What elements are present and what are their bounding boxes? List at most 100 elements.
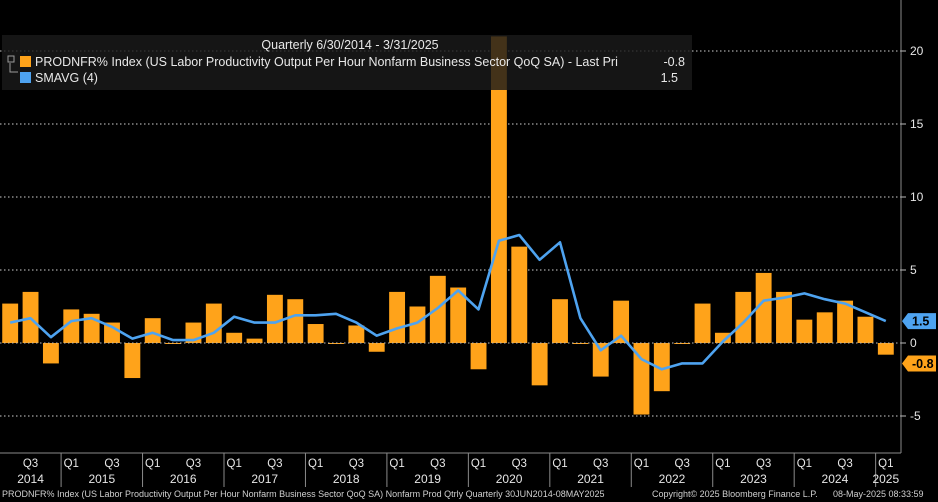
y-tick-label--5: -5 [910,409,921,423]
bar-2018Q1 [307,324,324,343]
tag-bars-shape [902,355,936,372]
bar-2023Q3 [755,272,772,343]
x-year-label-2015: 2015 [88,472,115,486]
x-quarter-label-2022Q1: Q1 [634,458,649,470]
x-quarter-label-2022Q3: Q3 [675,458,690,470]
x-quarter-label-2023Q3: Q3 [756,458,771,470]
bar-2020Q4 [531,343,548,386]
bar-2024Q1 [796,319,813,343]
x-axis: Q3 Q1 Q3 Q1 Q3 Q1 Q3 Q1 Q3 Q1 Q3 Q1 Q3 Q1 Q3 Q1 Q3 Q1 Q3 Q1… [0,452,901,487]
bar-2021Q3 [592,343,609,377]
bar-2017Q1 [226,332,243,343]
bar-2020Q2 [490,36,507,344]
x-quarter-label-2024Q3: Q3 [837,458,852,470]
tag-smavg-shape [902,313,936,330]
y-axis: 20 15 10 5 0 -5 [901,44,924,423]
legend-header: Quarterly 6/30/2014 - 3/31/2025 [261,38,438,52]
x-quarter-label-2020Q3: Q3 [512,458,527,470]
legend-swatch-smavg [20,72,31,83]
footer-copyright: Copyright© 2025 Bloomberg Finance L.P. [652,489,818,499]
x-year-label-2024: 2024 [822,472,849,486]
x-quarter-label-2018Q3: Q3 [349,458,364,470]
bar-2015Q1 [63,309,80,343]
x-quarter-label-2016Q1: Q1 [145,458,160,470]
y-tick-label-20: 20 [910,44,924,58]
y-tick-label-0: 0 [910,336,917,350]
bar-2021Q4 [613,300,630,343]
bar-2025Q1 [877,343,894,355]
bar-2018Q3 [348,325,365,343]
x-year-label-2021: 2021 [577,472,604,486]
last-value-tag-smavg: 1.5 [902,313,936,330]
x-quarter-label-2019Q3: Q3 [430,458,445,470]
x-year-label-2025: 2025 [872,472,899,486]
x-quarter-label-2019Q1: Q1 [389,458,404,470]
x-quarter-label-2017Q1: Q1 [227,458,242,470]
x-year-label-2016: 2016 [170,472,197,486]
x-quarter-label-2016Q3: Q3 [186,458,201,470]
bar-2024Q2 [816,312,833,343]
y-tick-label-10: 10 [910,190,924,204]
legend-tree-line [9,63,18,73]
bar-2014Q2 [2,303,19,343]
bar-2019Q1 [389,291,406,343]
x-quarter-label-2020Q1: Q1 [471,458,486,470]
bar-2023Q2 [735,291,752,343]
bar-2022Q2 [653,343,670,392]
legend-swatch-bars [20,56,31,67]
tag-smavg-text: 1.5 [912,315,929,329]
legend-series1-label: PRODNFR% Index (US Labor Productivity Ou… [35,55,618,69]
x-quarter-label-2021Q3: Q3 [593,458,608,470]
x-year-label-2022: 2022 [659,472,686,486]
x-quarter-label-2024Q1: Q1 [797,458,812,470]
x-year-label-2018: 2018 [333,472,360,486]
bar-2019Q2 [409,306,426,343]
x-quarter-label-2023Q1: Q1 [715,458,730,470]
bar-2016Q1 [144,318,161,343]
bar-2015Q4 [124,343,141,379]
legend: Quarterly 6/30/2014 - 3/31/2025 PRODNFR%… [2,35,692,90]
bar-2017Q3 [266,294,283,343]
y-tick-label-15: 15 [910,117,924,131]
bar-2017Q4 [287,299,304,343]
x-year-label-2020: 2020 [496,472,523,486]
x-quarter-label-2015Q1: Q1 [64,458,79,470]
x-quarter-label-2014Q3: Q3 [23,458,38,470]
legend-box [2,35,692,90]
footer-bar: PRODNFR% Index (US Labor Productivity Ou… [0,487,938,502]
legend-series1-last: -0.8 [663,55,685,69]
bars-series [2,36,894,415]
bar-2017Q2 [246,338,263,343]
bar-2024Q4 [857,316,874,343]
footer-description: PRODNFR% Index (US Labor Productivity Ou… [2,489,605,499]
y-tick-label-5: 5 [910,263,917,277]
bar-2022Q3 [674,343,691,344]
bar-2018Q4 [368,343,385,352]
legend-collapse-icon[interactable] [7,55,15,63]
tag-bars-text: -0.8 [912,357,934,371]
x-quarter-label-2018Q1: Q1 [308,458,323,470]
smavg-line [9,233,887,371]
bar-2020Q3 [511,246,528,343]
legend-series2-last: 1.5 [661,71,678,85]
x-year-label-2023: 2023 [740,472,767,486]
bar-2021Q1 [552,299,568,343]
legend-series2-label: SMAVG (4) [35,71,98,85]
footer-timestamp: 08-May-2025 08:33:59 [833,489,924,499]
bar-2019Q4 [450,287,467,343]
last-value-tag-bars: -0.8 [902,355,936,372]
x-year-label-2014: 2014 [17,472,44,486]
x-year-label-2017: 2017 [251,472,278,486]
bar-2015Q3 [104,322,120,343]
bar-2014Q4 [42,343,59,364]
bar-2024Q3 [837,300,854,343]
x-quarter-label-2021Q1: Q1 [552,458,567,470]
bar-2020Q1 [470,343,487,370]
bar-2022Q4 [694,303,711,343]
x-quarter-label-2015Q3: Q3 [104,458,119,470]
bar-2016Q4 [205,303,222,343]
x-quarter-label-2025Q1: Q1 [878,458,893,470]
bar-2023Q1 [714,332,731,343]
bar-2023Q4 [776,291,792,343]
